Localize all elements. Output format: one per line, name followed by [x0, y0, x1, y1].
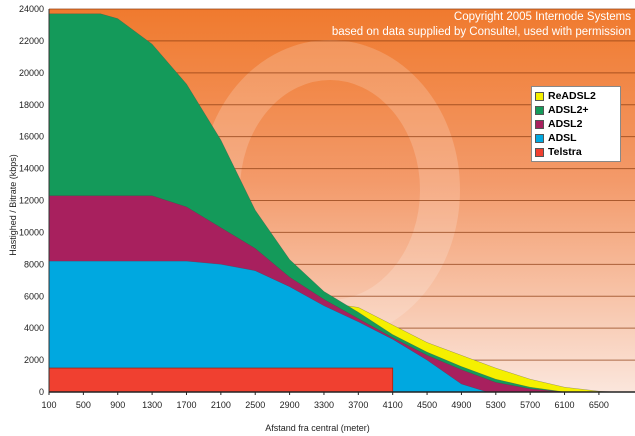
y-tick-label: 14000 [19, 164, 44, 174]
legend-item: ADSL2 [535, 117, 617, 131]
x-tick-label: 5300 [486, 400, 506, 410]
y-tick-label: 8000 [24, 259, 44, 269]
x-tick-label: 900 [110, 400, 125, 410]
copyright-note: Copyright 2005 Internode Systems based o… [332, 10, 631, 40]
legend-swatch [535, 133, 544, 143]
legend-label: ADSL [548, 132, 577, 144]
x-axis-label: Afstand fra central (meter) [265, 423, 370, 433]
x-tick-label: 2500 [245, 400, 265, 410]
x-tick-label: 4500 [417, 400, 437, 410]
series-area-telstra [48, 367, 394, 393]
copyright-line-2: based on data supplied by Consultel, use… [331, 26, 631, 38]
x-tick-label: 3300 [314, 400, 334, 410]
y-tick-label: 22000 [19, 36, 44, 46]
x-tick-label: 2100 [211, 400, 231, 410]
y-tick-label: 6000 [24, 291, 44, 301]
x-tick-label: 2900 [280, 400, 300, 410]
y-tick-label: 16000 [19, 132, 44, 142]
y-tick-label: 10000 [19, 227, 44, 237]
legend-swatch [535, 119, 544, 129]
y-tick-label: 20000 [19, 68, 44, 78]
legend: ReADSL2 ADSL2+ ADSL2 ADSL Telstra [531, 86, 621, 162]
y-axis-label: Hastighed / Bitrate (kbps) [8, 154, 18, 256]
legend-label: ADSL2+ [548, 104, 589, 116]
x-tick-label: 4900 [451, 400, 471, 410]
y-tick-label: 4000 [24, 323, 44, 333]
x-tick-label: 5700 [520, 400, 540, 410]
x-tick-label: 3700 [348, 400, 368, 410]
x-tick-label: 4100 [383, 400, 403, 410]
x-tick-label: 1300 [142, 400, 162, 410]
copyright-line-1: Copyright 2005 Internode Systems [453, 11, 631, 23]
legend-swatch [535, 147, 544, 157]
y-tick-label: 0 [39, 387, 44, 397]
y-tick-label: 2000 [24, 355, 44, 365]
x-tick-label: 500 [76, 400, 91, 410]
y-tick-label: 12000 [19, 196, 44, 206]
y-tick-label: 18000 [19, 100, 44, 110]
legend-item: ReADSL2 [535, 89, 617, 103]
legend-item: ADSL [535, 131, 617, 145]
x-tick-label: 6100 [555, 400, 575, 410]
x-tick-label: 6500 [589, 400, 609, 410]
legend-swatch [535, 105, 544, 115]
legend-item: ADSL2+ [535, 103, 617, 117]
legend-label: Telstra [548, 146, 582, 158]
x-tick-label: 100 [41, 400, 56, 410]
legend-label: ReADSL2 [548, 90, 596, 102]
legend-item: Telstra [535, 145, 617, 159]
x-tick-label: 1700 [176, 400, 196, 410]
legend-label: ADSL2 [548, 118, 583, 130]
series-area-adsl [48, 260, 488, 393]
legend-swatch [535, 91, 544, 101]
y-tick-label: 24000 [19, 4, 44, 14]
